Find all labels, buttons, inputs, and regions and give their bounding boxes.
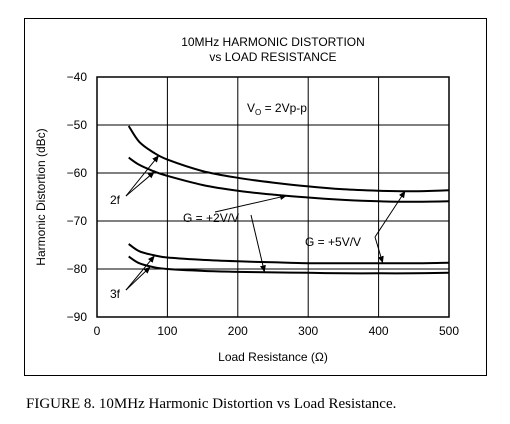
arrow-g2-to-3f — [250, 214, 266, 273]
figure-frame — [24, 18, 487, 376]
arrow-g5-to-3f — [374, 236, 384, 264]
chart: 0 100 200 300 400 500 −40 −50 −60 −70 −80 −90 10MHz… — [34, 35, 460, 364]
vo-annotation-sub: O — [255, 108, 261, 117]
vo-annotation-rest: = 2Vp-p — [261, 101, 307, 115]
arrow-3f-to-upper — [125, 255, 156, 291]
series-line-4 — [128, 255, 450, 275]
x-tick-label: 500 — [439, 324, 459, 338]
chart-title-line1: 10MHz HARMONIC DISTORTION — [181, 35, 365, 49]
figure-caption: FIGURE 8. 10MHz Harmonic Distortion vs L… — [26, 396, 397, 412]
second-harmonic-label: 2f — [110, 193, 121, 207]
y-axis-label: Harmonic Distortion (dBc) — [34, 128, 48, 265]
series-line-1 — [127, 125, 450, 193]
vo-annotation: VO = 2Vp-p — [247, 101, 307, 117]
x-tick-label: 200 — [228, 324, 248, 338]
series-group — [127, 125, 450, 275]
y-tick-label: −60 — [67, 166, 88, 180]
series-line-2 — [128, 156, 450, 203]
x-tick-label: 0 — [94, 324, 101, 338]
y-tick-label: −70 — [67, 214, 88, 228]
series-line-3 — [128, 243, 450, 265]
y-tick-label: −50 — [67, 118, 88, 132]
plot-area-border — [96, 76, 450, 318]
gain-5-annotation: G = +5V/V — [305, 235, 361, 249]
tick-labels: 0 100 200 300 400 500 −40 −50 −60 −70 −80 −90 — [67, 70, 460, 338]
arrow-2f-to-lower — [125, 171, 156, 197]
y-tick-label: −40 — [67, 70, 88, 84]
y-tick-label: −80 — [67, 262, 88, 276]
arrow-g2-to-2f — [214, 194, 288, 213]
arrow-2f-to-upper — [125, 154, 160, 197]
vo-annotation-v: V — [247, 101, 255, 115]
x-tick-label: 300 — [298, 324, 318, 338]
x-tick-label: 100 — [157, 324, 177, 338]
x-axis-label: Load Resistance (Ω) — [218, 350, 328, 364]
arrow-g5-to-2f — [374, 190, 406, 238]
third-harmonic-label: 3f — [110, 287, 121, 301]
y-tick-label: −90 — [67, 310, 88, 324]
x-tick-label: 400 — [369, 324, 389, 338]
chart-title-line2: vs LOAD RESISTANCE — [209, 50, 336, 64]
gain-2-annotation: G = +2V/V — [183, 211, 239, 225]
annotation-arrows — [125, 154, 406, 291]
arrow-3f-to-lower — [125, 266, 151, 291]
